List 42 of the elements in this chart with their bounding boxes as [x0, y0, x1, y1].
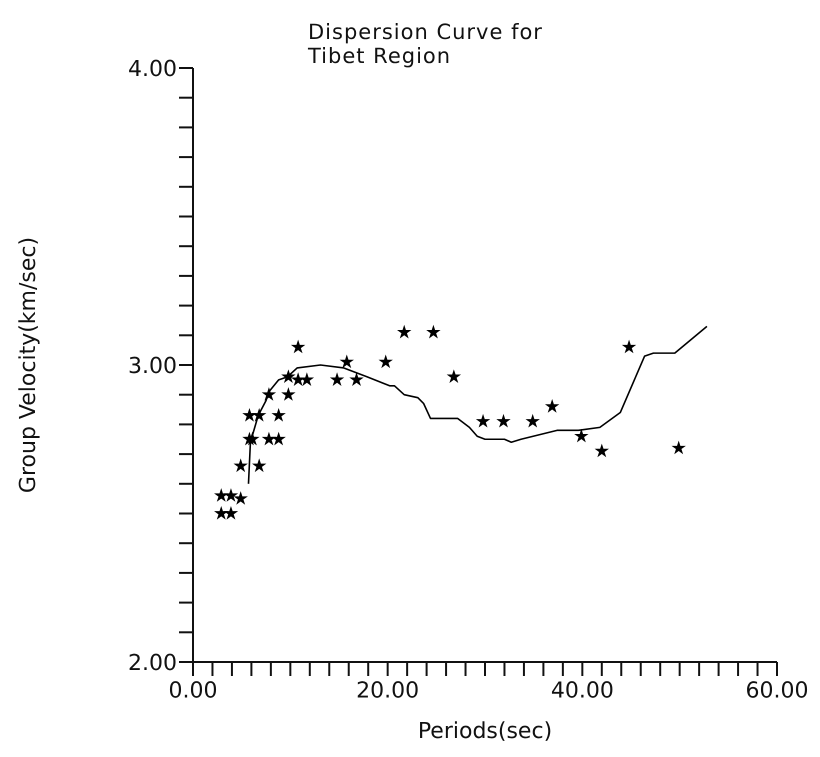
point: [349, 372, 364, 386]
y-tick-label: 4.00: [128, 56, 177, 82]
point: [271, 408, 286, 422]
point: [340, 354, 354, 368]
x-tick-label: 20.00: [356, 678, 420, 704]
point: [281, 369, 296, 383]
point: [224, 488, 238, 502]
point: [526, 414, 540, 428]
point: [397, 324, 412, 338]
point: [281, 387, 296, 401]
y-tick-label: 3.00: [128, 354, 177, 379]
point: [594, 444, 609, 458]
point: [234, 458, 248, 472]
y-axis-title: Group Velocity(km/sec): [16, 236, 41, 494]
point: [214, 488, 228, 502]
point: [262, 387, 276, 401]
point: [476, 414, 490, 428]
point: [245, 432, 260, 446]
point: [252, 408, 266, 422]
point: [214, 506, 228, 520]
point: [672, 440, 686, 454]
point: [271, 432, 286, 446]
point: [234, 491, 248, 505]
point: [330, 372, 344, 386]
x-axis-title: Periods(sec): [418, 719, 552, 744]
point: [290, 340, 306, 354]
point: [574, 428, 589, 442]
point: [378, 354, 393, 368]
point: [426, 324, 441, 338]
x-tick-label: 60.00: [746, 678, 808, 704]
point: [496, 414, 511, 428]
point: [622, 340, 636, 354]
point: [262, 432, 276, 446]
point: [544, 399, 560, 413]
x-tick-label: 40.00: [550, 678, 614, 704]
point: [252, 458, 266, 472]
y-tick-label: 2.00: [128, 650, 177, 676]
chart-title: Dispersion Curve for Tibet Region: [308, 20, 544, 68]
point: [224, 506, 238, 520]
point: [446, 369, 462, 383]
point: [242, 408, 257, 422]
x-tick-label: 0.00: [168, 678, 218, 704]
